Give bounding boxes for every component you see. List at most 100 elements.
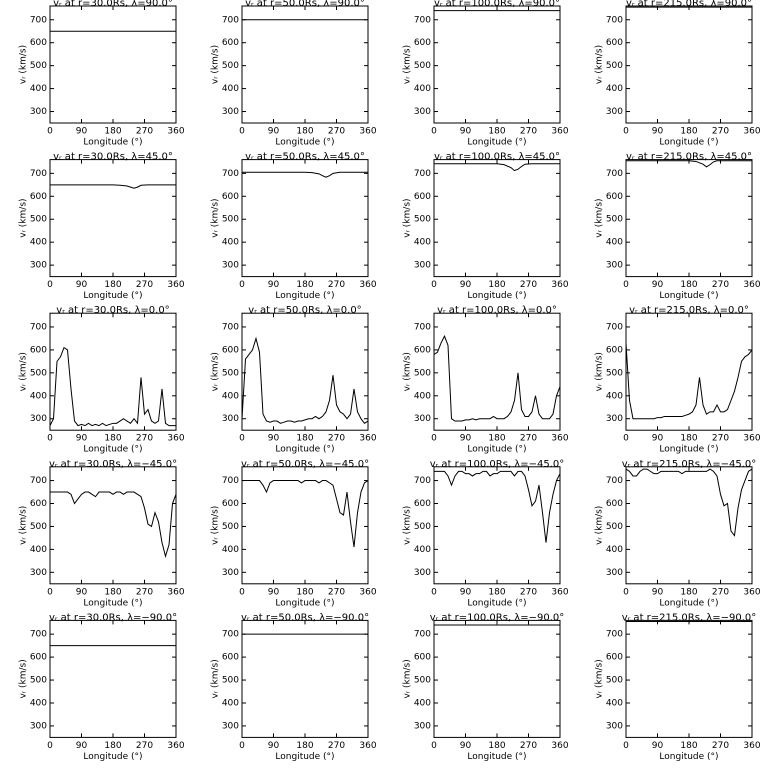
plot-frame bbox=[625, 312, 753, 431]
panel: vᵣ at r=215.0Rs, λ=90.0° Longitude (°) vᵣ … bbox=[595, 0, 761, 148]
y-tick-label: 700 bbox=[606, 630, 623, 640]
y-tick-label: 500 bbox=[414, 368, 431, 378]
x-tick-label: 270 bbox=[712, 280, 729, 290]
x-tick-label: 180 bbox=[296, 127, 313, 137]
y-tick-label: 600 bbox=[606, 192, 623, 202]
x-tick-label: 270 bbox=[328, 127, 345, 137]
x-tick-label: 90 bbox=[460, 741, 472, 751]
x-tick-label: 90 bbox=[268, 127, 280, 137]
x-tick-label: 180 bbox=[104, 434, 121, 444]
x-tick-label: 360 bbox=[167, 434, 184, 444]
x-axis-label: Longitude (°) bbox=[275, 752, 334, 762]
y-tick-label: 600 bbox=[30, 499, 47, 509]
plot-frame bbox=[433, 159, 561, 278]
y-tick-label: 700 bbox=[414, 169, 431, 179]
x-tick-label: 90 bbox=[652, 127, 664, 137]
y-axis-label: vᵣ (km/s) bbox=[595, 352, 605, 391]
y-tick-label: 700 bbox=[30, 322, 47, 332]
data-line bbox=[242, 480, 369, 548]
x-tick-label: 90 bbox=[652, 280, 664, 290]
data-line bbox=[241, 336, 369, 424]
plot-frame bbox=[49, 159, 177, 278]
y-tick-label: 400 bbox=[222, 698, 239, 708]
y-tick-label: 400 bbox=[606, 545, 623, 555]
x-tick-label: 90 bbox=[76, 434, 88, 444]
y-tick-label: 400 bbox=[222, 391, 239, 401]
x-tick-label: 270 bbox=[328, 587, 345, 597]
y-tick-label: 400 bbox=[30, 84, 47, 94]
x-tick-label: 180 bbox=[296, 280, 313, 290]
x-axis-label: Longitude (°) bbox=[659, 138, 718, 148]
x-tick-label: 360 bbox=[551, 587, 568, 597]
panel-title: vᵣ at r=50.0Rs, λ=−90.0° bbox=[241, 612, 369, 623]
plot-frame bbox=[241, 619, 369, 738]
x-tick-label: 90 bbox=[76, 587, 88, 597]
y-tick-label: 400 bbox=[30, 698, 47, 708]
x-tick-label: 180 bbox=[488, 741, 505, 751]
panel: vᵣ at r=100.0Rs, λ=0.0° Longitude (°) vᵣ (… bbox=[403, 305, 569, 455]
x-tick-label: 360 bbox=[743, 741, 760, 751]
y-tick-label: 500 bbox=[606, 215, 623, 225]
y-tick-label: 600 bbox=[222, 345, 239, 355]
x-tick-label: 90 bbox=[76, 280, 88, 290]
y-tick-label: 500 bbox=[30, 368, 47, 378]
y-tick-label: 600 bbox=[414, 38, 431, 48]
y-axis-label: vᵣ (km/s) bbox=[211, 506, 221, 545]
plot-frame bbox=[433, 312, 561, 431]
x-tick-label: 0 bbox=[239, 127, 245, 137]
panel-title: vᵣ at r=30.0Rs, λ=0.0° bbox=[56, 305, 169, 316]
x-tick-label: 360 bbox=[743, 434, 760, 444]
y-tick-label: 700 bbox=[222, 322, 239, 332]
y-axis-label: vᵣ (km/s) bbox=[19, 45, 29, 84]
y-tick-label: 300 bbox=[414, 721, 431, 731]
y-tick-label: 300 bbox=[30, 414, 47, 424]
x-axis-label: Longitude (°) bbox=[275, 138, 334, 148]
y-tick-label: 700 bbox=[222, 15, 239, 25]
panel: vᵣ at r=30.0Rs, λ=−90.0° Longitude (°) vᵣ … bbox=[19, 612, 185, 762]
y-tick-label: 500 bbox=[30, 61, 47, 71]
panel: vᵣ at r=30.0Rs, λ=0.0° Longitude (°) vᵣ (k… bbox=[19, 305, 185, 455]
panel-title: vᵣ at r=100.0Rs, λ=45.0° bbox=[434, 152, 560, 163]
x-axis-label: Longitude (°) bbox=[467, 138, 526, 148]
x-tick-label: 0 bbox=[239, 434, 245, 444]
y-tick-label: 500 bbox=[30, 676, 47, 686]
x-tick-label: 0 bbox=[47, 434, 53, 444]
x-tick-label: 270 bbox=[136, 434, 153, 444]
x-tick-label: 0 bbox=[47, 127, 53, 137]
plot-frame bbox=[625, 5, 753, 124]
y-tick-label: 300 bbox=[30, 261, 47, 271]
y-axis-label: vᵣ (km/s) bbox=[19, 506, 29, 545]
y-tick-label: 600 bbox=[222, 38, 239, 48]
panel-title: vᵣ at r=100.0Rs, λ=0.0° bbox=[437, 305, 557, 316]
y-axis-label: vᵣ (km/s) bbox=[403, 506, 413, 545]
y-tick-label: 600 bbox=[606, 345, 623, 355]
data-line bbox=[433, 334, 561, 422]
y-tick-label: 300 bbox=[30, 107, 47, 117]
data-line bbox=[434, 470, 561, 543]
x-tick-label: 360 bbox=[167, 587, 184, 597]
y-axis-label: vᵣ (km/s) bbox=[19, 198, 29, 237]
y-tick-label: 700 bbox=[30, 630, 47, 640]
panel: vᵣ at r=50.0Rs, λ=90.0° Longitude (°) vᵣ (… bbox=[211, 0, 377, 148]
panel: vᵣ at r=100.0Rs, λ=45.0° Longitude (°) vᵣ … bbox=[403, 152, 569, 302]
x-tick-label: 180 bbox=[680, 587, 697, 597]
y-tick-label: 300 bbox=[606, 107, 623, 117]
x-tick-label: 360 bbox=[551, 434, 568, 444]
x-axis-label: Longitude (°) bbox=[467, 598, 526, 608]
x-tick-label: 180 bbox=[104, 127, 121, 137]
plot-frame bbox=[241, 466, 369, 585]
y-tick-label: 400 bbox=[222, 545, 239, 555]
x-axis-label: Longitude (°) bbox=[275, 598, 334, 608]
x-tick-label: 360 bbox=[359, 587, 376, 597]
x-tick-label: 270 bbox=[520, 587, 537, 597]
y-tick-label: 400 bbox=[30, 238, 47, 248]
x-tick-label: 90 bbox=[652, 434, 664, 444]
y-tick-label: 700 bbox=[414, 630, 431, 640]
x-tick-label: 270 bbox=[328, 434, 345, 444]
x-tick-label: 180 bbox=[104, 741, 121, 751]
x-axis-label: Longitude (°) bbox=[467, 291, 526, 301]
y-tick-label: 300 bbox=[222, 261, 239, 271]
x-tick-label: 270 bbox=[520, 434, 537, 444]
y-tick-label: 400 bbox=[606, 698, 623, 708]
y-tick-label: 400 bbox=[414, 84, 431, 94]
